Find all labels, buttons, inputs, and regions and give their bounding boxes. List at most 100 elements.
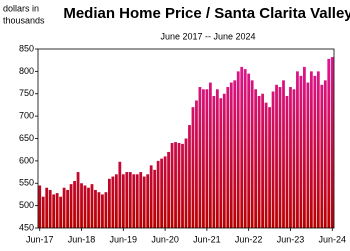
bar <box>205 89 209 229</box>
bar <box>191 107 195 228</box>
y-tick-label: 850 <box>19 43 34 53</box>
bar <box>296 71 299 228</box>
plot-frame <box>37 48 335 229</box>
x-tick-label: Jun-20 <box>151 234 179 244</box>
bar <box>316 71 320 228</box>
bar <box>285 95 289 228</box>
chart-subtitle: June 2017 -- June 2024 <box>160 31 255 41</box>
bar <box>261 93 265 228</box>
bar <box>208 82 212 228</box>
bar <box>243 69 247 228</box>
bar <box>139 172 143 228</box>
bar <box>306 82 310 228</box>
bar <box>299 75 303 228</box>
bar <box>320 84 324 228</box>
bar <box>118 161 122 228</box>
bar <box>52 194 56 228</box>
bar <box>275 84 278 228</box>
y-tick-label: 500 <box>19 200 34 210</box>
bar <box>125 172 129 228</box>
bar <box>80 183 83 228</box>
x-tick-label: Jun-23 <box>277 234 305 244</box>
y-tick-label: 650 <box>19 133 34 143</box>
bar <box>97 192 101 228</box>
bar <box>62 187 66 228</box>
bar <box>184 138 188 228</box>
bar <box>38 185 42 228</box>
bar <box>69 184 73 228</box>
bar <box>292 89 296 229</box>
bar <box>87 187 90 228</box>
bar <box>226 87 230 228</box>
bar <box>149 165 153 228</box>
bar <box>73 181 76 228</box>
bar <box>170 142 174 228</box>
bar <box>327 58 331 228</box>
bar <box>146 174 150 228</box>
bar <box>107 178 111 228</box>
bar <box>313 75 317 228</box>
bar <box>222 93 226 228</box>
bar <box>114 174 118 228</box>
y-tick-label: 700 <box>19 111 34 121</box>
bar <box>59 196 63 228</box>
y-tick-label: 600 <box>19 155 34 165</box>
bar <box>128 172 132 228</box>
bar <box>268 107 271 228</box>
bar <box>202 89 205 229</box>
bar <box>303 66 306 229</box>
bar <box>188 125 191 228</box>
y-tick-label: 750 <box>19 88 34 98</box>
bar <box>174 142 177 228</box>
bar <box>153 169 157 228</box>
bar <box>271 91 275 228</box>
bar <box>233 80 237 228</box>
x-tick-label: Jun-21 <box>193 234 221 244</box>
x-tick-label: Jun-22 <box>235 234 263 244</box>
bar <box>160 158 164 228</box>
bar <box>132 174 136 228</box>
y-tick-label: 800 <box>19 66 34 76</box>
x-tick-label: Jun-24 <box>318 234 346 244</box>
bar <box>309 71 313 228</box>
bar <box>257 95 261 228</box>
bar <box>282 80 285 228</box>
bar <box>229 82 233 228</box>
y-axis-label: dollars in <box>3 3 39 13</box>
bar <box>66 189 69 228</box>
bar <box>247 73 251 228</box>
bar <box>264 102 268 228</box>
bar <box>101 194 104 228</box>
bar <box>240 66 244 229</box>
bar <box>215 89 219 229</box>
bar <box>142 176 146 228</box>
bar <box>219 98 223 228</box>
bar <box>83 185 87 228</box>
bar <box>48 189 52 228</box>
bar <box>278 87 282 228</box>
bar <box>156 160 160 228</box>
bar <box>55 193 59 228</box>
x-tick-label: Jun-17 <box>26 234 54 244</box>
bar <box>94 189 97 228</box>
x-tick-label: Jun-19 <box>110 234 138 244</box>
bar <box>90 184 94 228</box>
bar <box>41 196 45 228</box>
bar <box>330 57 334 229</box>
bar <box>76 172 80 228</box>
bar <box>289 87 292 228</box>
bar <box>195 100 198 228</box>
bar <box>323 80 327 228</box>
bar <box>45 187 49 228</box>
bar <box>167 151 170 228</box>
y-axis-label: thousands <box>3 15 45 25</box>
bar <box>250 80 254 228</box>
y-tick-label: 450 <box>19 222 34 232</box>
y-tick-label: 550 <box>19 178 34 188</box>
bar <box>121 174 125 228</box>
bar <box>104 192 108 228</box>
bar <box>181 143 184 228</box>
x-tick-label: Jun-18 <box>68 234 96 244</box>
chart-title: Median Home Price / Santa Clarita Valley <box>63 5 350 22</box>
